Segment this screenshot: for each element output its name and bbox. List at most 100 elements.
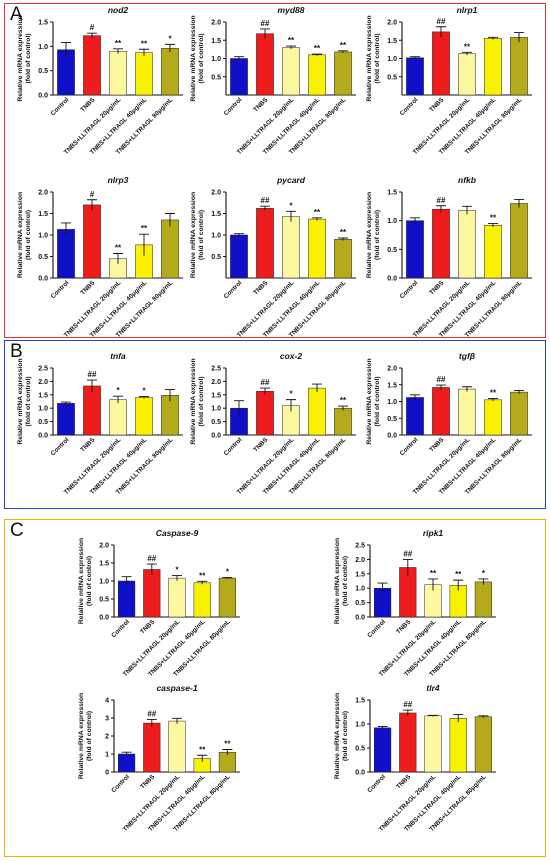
y-axis-label: Relative mRNA expression(fold of control… bbox=[17, 358, 32, 444]
error-bar bbox=[514, 199, 524, 208]
panel-b: B bbox=[4, 340, 546, 509]
error-bar bbox=[514, 389, 524, 394]
bar bbox=[83, 385, 101, 436]
y-tick-label: 1.5 bbox=[38, 392, 48, 399]
error-bar bbox=[428, 714, 438, 717]
bar bbox=[474, 716, 492, 773]
bar bbox=[334, 407, 352, 436]
significance-label: ** bbox=[288, 36, 295, 45]
y-tick-label: 0.0 bbox=[99, 615, 109, 622]
significance-label: ** bbox=[490, 214, 497, 223]
bar bbox=[230, 234, 248, 279]
error-bar bbox=[113, 48, 123, 54]
y-tick-label: 1.0 bbox=[211, 56, 221, 63]
bar bbox=[135, 52, 153, 96]
error-bar bbox=[87, 379, 97, 392]
error-bar bbox=[260, 387, 270, 395]
significance-label: ## bbox=[261, 19, 270, 28]
chart-title: nod2 bbox=[108, 5, 129, 15]
y-axis-label: Relative mRNA expression(fold of control… bbox=[366, 358, 381, 444]
error-bar bbox=[172, 717, 182, 724]
significance-label: ## bbox=[147, 554, 156, 563]
y-tick-label: 2 bbox=[105, 734, 109, 741]
significance-label: ** bbox=[199, 745, 206, 754]
y-tick-label: 0.0 bbox=[38, 433, 48, 440]
significance-label: * bbox=[142, 386, 146, 395]
y-tick-label: 2.0 bbox=[355, 557, 365, 564]
chart-pycard: pycard Relative mRNA expression(fold of c… bbox=[190, 175, 356, 339]
error-bar bbox=[410, 394, 420, 401]
y-tick-label: 0.0 bbox=[355, 770, 365, 777]
error-bar bbox=[478, 578, 489, 585]
chart-caspase-1: caspase-1 Relative mRNA expression(fold o… bbox=[78, 683, 240, 833]
significance-label: ** bbox=[490, 388, 497, 397]
y-tick-label: 2.0 bbox=[387, 366, 397, 373]
error-bar bbox=[402, 709, 413, 716]
y-tick-label: 2.5 bbox=[38, 366, 48, 373]
significance-label: * bbox=[482, 569, 486, 578]
bar bbox=[308, 54, 326, 96]
significance-label: # bbox=[90, 23, 95, 32]
bar bbox=[118, 580, 136, 618]
y-tick-label: 1.5 bbox=[387, 382, 397, 389]
significance-label: ## bbox=[261, 196, 270, 205]
y-tick-label: 2.0 bbox=[38, 190, 48, 197]
error-bar bbox=[453, 713, 464, 723]
y-tick-label: 2.0 bbox=[387, 20, 397, 27]
y-axis-label: Relative mRNA expression(fold of control… bbox=[17, 192, 32, 278]
significance-label: ** bbox=[464, 42, 471, 51]
y-tick-label: 2.5 bbox=[355, 543, 365, 550]
error-bar bbox=[377, 582, 388, 594]
chart-nlrp3: nlrp3 Relative mRNA expression(fold of co… bbox=[17, 175, 183, 339]
bar bbox=[308, 218, 326, 279]
error-bar bbox=[478, 715, 489, 718]
y-tick-label: 2.0 bbox=[211, 20, 221, 27]
bar bbox=[432, 387, 450, 436]
error-bar bbox=[514, 32, 524, 43]
bar bbox=[484, 225, 502, 279]
chart-title: nlrp3 bbox=[108, 175, 129, 185]
chart-tgfβ: tgfβ Relative mRNA expression(fold of con… bbox=[366, 351, 532, 496]
bar bbox=[256, 391, 274, 436]
error-bar bbox=[197, 580, 208, 585]
bar bbox=[168, 577, 186, 618]
y-tick-label: 1.0 bbox=[38, 233, 48, 240]
bar bbox=[83, 35, 101, 96]
error-bar bbox=[260, 205, 270, 211]
error-bar bbox=[234, 233, 244, 237]
chart-title: cox-2 bbox=[280, 351, 302, 361]
bar bbox=[168, 720, 186, 773]
y-tick-label: 1.0 bbox=[211, 233, 221, 240]
y-tick-label: 0.5 bbox=[211, 74, 221, 81]
chart-cox-2: cox-2 Relative mRNA expression(fold of co… bbox=[190, 351, 356, 496]
bar bbox=[484, 399, 502, 436]
y-tick-label: 2.0 bbox=[211, 379, 221, 386]
significance-label: * bbox=[226, 567, 230, 576]
y-tick-label: 0.0 bbox=[355, 615, 365, 622]
y-tick-label: 1.5 bbox=[387, 38, 397, 45]
y-tick-label: 1.0 bbox=[99, 579, 109, 586]
bar bbox=[143, 722, 161, 773]
error-bar bbox=[488, 223, 498, 227]
significance-label: ** bbox=[199, 571, 206, 580]
panel-b-letter: B bbox=[10, 341, 23, 362]
y-tick-label: 2.0 bbox=[38, 379, 48, 386]
error-bar bbox=[488, 36, 498, 40]
y-tick-label: 0.5 bbox=[38, 254, 48, 261]
error-bar bbox=[260, 28, 270, 39]
bar bbox=[135, 397, 153, 436]
y-tick-label: 0.5 bbox=[211, 419, 221, 426]
chart-title: Caspase-9 bbox=[156, 528, 199, 538]
bar bbox=[218, 751, 236, 773]
error-bar bbox=[312, 383, 322, 393]
y-tick-label: 1.0 bbox=[38, 44, 48, 51]
y-tick-label: 0.0 bbox=[38, 276, 48, 283]
chart-title: ripk1 bbox=[423, 528, 444, 538]
error-bar bbox=[146, 563, 157, 575]
y-axis-label: Relative mRNA expression(fold of control… bbox=[366, 15, 381, 101]
y-tick-label: 0.5 bbox=[38, 68, 48, 75]
chart-nod2: nod2 Relative mRNA expression(fold of con… bbox=[17, 5, 183, 156]
y-tick-label: 1.0 bbox=[387, 56, 397, 63]
error-bar bbox=[61, 41, 71, 58]
chart-title: nfkb bbox=[458, 175, 476, 185]
